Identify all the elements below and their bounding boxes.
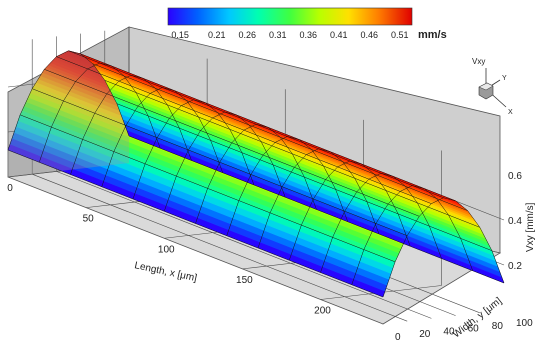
floor-gridline (56, 171, 432, 319)
mesh-line-along (7, 149, 384, 298)
mesh-line-along (128, 135, 505, 284)
y-axis-ticks: 0 20 40 60 80 100 (395, 318, 533, 343)
mesh-line-along (116, 103, 492, 251)
x-tick-label: 50 (83, 214, 95, 225)
mesh-line-along (104, 80, 480, 228)
colorbar-tick-label: 0.26 (239, 30, 257, 40)
colorbar: 0.15 0.21 0.26 0.31 0.36 0.41 0.46 0.51 mm/s (167, 7, 447, 41)
mesh-line-along (32, 88, 408, 236)
colorbar-tick-label: 0.21 (208, 30, 226, 40)
x-tick-label: 0 (7, 183, 13, 194)
triad-vertical-label: Vxy (472, 57, 485, 66)
triad-depth-label: Y (502, 75, 507, 82)
y-tick-label: 40 (443, 326, 455, 337)
colorbar-tick-label: 0.46 (361, 30, 379, 40)
x-tick-label: 200 (314, 306, 331, 317)
mesh-line-along (56, 56, 432, 204)
x-axis-ticks: 0 50 100 150 200 (7, 183, 331, 317)
triad-horizontal-label: X (508, 109, 513, 116)
colorbar-gradient (167, 7, 413, 26)
colorbar-ticks: 0.15 0.21 0.26 0.31 0.36 0.41 0.46 0.51 (171, 30, 408, 40)
y-tick-label: 100 (516, 318, 533, 329)
colorbar-tick-label: 0.15 (171, 30, 189, 40)
z-tick-label: 0.4 (508, 216, 522, 227)
mesh-line-along (80, 53, 456, 202)
surface-mesh (7, 50, 505, 298)
y-tick-label: 80 (492, 321, 504, 332)
orientation-triad: Vxy Y X (472, 57, 513, 116)
z-axis-label: Vxy [mm/s] (525, 202, 536, 252)
z-axis-ticks: 0.2 0.4 0.6 (508, 171, 522, 272)
mesh-line-along (68, 50, 444, 198)
colorbar-tick-label: 0.31 (269, 30, 287, 40)
colorbar-tick-label: 0.41 (330, 30, 348, 40)
colorbar-tick-label: 0.51 (391, 30, 409, 40)
x-tick-label: 150 (236, 275, 253, 286)
x-tick-label: 100 (158, 244, 175, 255)
y-tick-label: 60 (468, 324, 480, 335)
mesh-line-along (20, 114, 396, 263)
z-tick-label: 0.2 (508, 261, 522, 272)
x-axis-label: Length, x [μm] (133, 260, 198, 284)
floor-gridline (32, 173, 408, 322)
mesh-line-along (92, 63, 468, 211)
y-tick-label: 0 (395, 332, 401, 343)
triad-cube-top (478, 82, 494, 91)
z-tick-label: 0.6 (508, 171, 522, 182)
y-tick-label: 20 (419, 329, 431, 340)
colorbar-tick-label: 0.36 (300, 30, 318, 40)
mesh-line-along (44, 69, 420, 217)
colorbar-unit: mm/s (418, 29, 447, 41)
